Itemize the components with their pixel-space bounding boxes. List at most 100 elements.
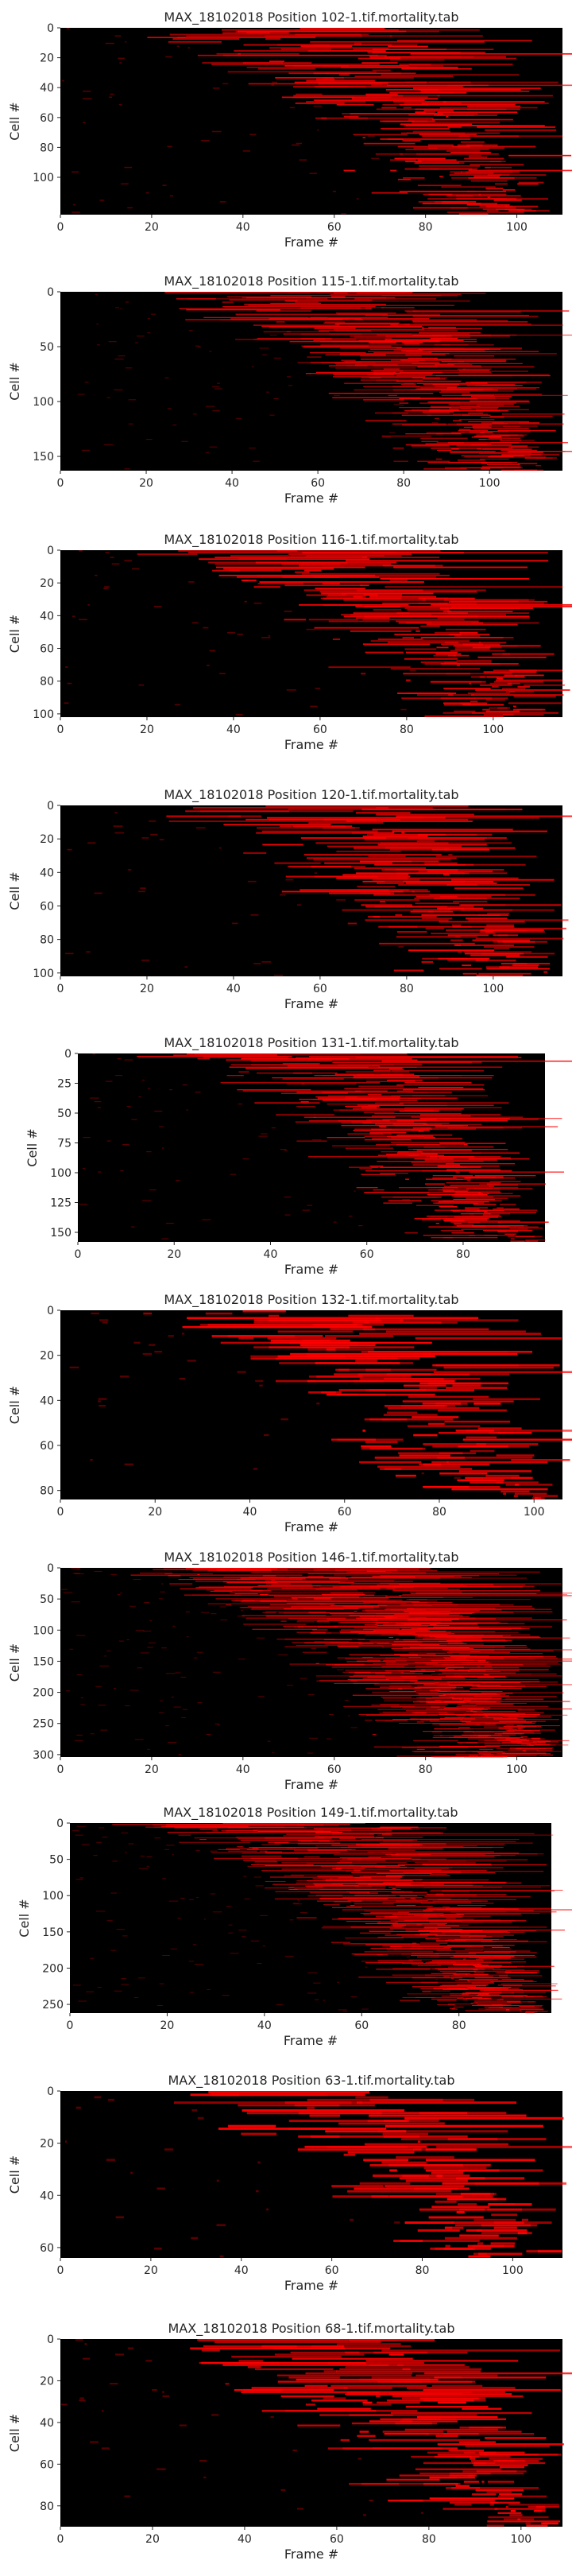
y-tick-label: 0 — [47, 800, 54, 813]
x-tick-label: 60 — [313, 983, 327, 995]
y-tick-label: 80 — [40, 934, 54, 947]
x-tick-label: 100 — [482, 983, 504, 995]
x-tick-label: 60 — [354, 2019, 369, 2032]
y-tick-label: 0 — [47, 545, 54, 557]
heatmap-cells — [64, 550, 572, 717]
x-tick-label: 0 — [57, 477, 64, 490]
x-tick-label: 20 — [167, 1248, 181, 1261]
heatmap-panel-9: MAX_18102018 Position 63-1.tif.mortality… — [7, 2073, 572, 2293]
y-tick-label: 60 — [40, 2458, 54, 2471]
x-tick-label: 80 — [419, 1763, 433, 1776]
x-tick-label: 0 — [75, 1248, 82, 1261]
y-tick-label: 100 — [33, 708, 54, 721]
y-tick-label: 150 — [33, 451, 54, 464]
chart-title: MAX_18102018 Position 68-1.tif.mortality… — [168, 2321, 455, 2337]
x-tick-label: 60 — [311, 477, 325, 490]
chart-title: MAX_18102018 Position 131-1.tif.mortalit… — [164, 1035, 458, 1051]
y-axis-label: Cell # — [7, 2155, 22, 2194]
x-tick-label: 60 — [313, 724, 327, 736]
y-tick-label: 20 — [40, 2138, 54, 2151]
heatmap-panel-6: MAX_18102018 Position 132-1.tif.mortalit… — [7, 1292, 572, 1534]
heatmap-panel-4: MAX_18102018 Position 120-1.tif.mortalit… — [7, 787, 572, 1011]
x-tick-label: 20 — [148, 1506, 162, 1519]
x-tick-label: 20 — [145, 1763, 159, 1776]
y-axis-label: Cell # — [7, 871, 22, 910]
x-tick-label: 20 — [139, 477, 153, 490]
y-tick-label: 25 — [57, 1078, 72, 1091]
x-axis-label: Frame # — [284, 2547, 338, 2562]
y-tick-label: 80 — [40, 142, 54, 154]
y-axis-label: Cell # — [7, 102, 22, 140]
y-tick-label: 75 — [57, 1138, 72, 1150]
y-tick-label: 50 — [57, 1108, 72, 1120]
chart-title: MAX_18102018 Position 120-1.tif.mortalit… — [164, 787, 458, 803]
y-tick-label: 250 — [42, 1999, 64, 2012]
x-axis-label: Frame # — [284, 2033, 338, 2048]
heatmap-cells — [72, 1823, 572, 2014]
x-tick-label: 40 — [226, 724, 241, 736]
y-tick-label: 80 — [40, 2500, 54, 2513]
x-tick-label: 60 — [330, 2533, 344, 2546]
y-tick-label: 50 — [49, 1854, 64, 1867]
y-tick-label: 200 — [42, 1962, 64, 1975]
x-tick-label: 60 — [325, 2264, 339, 2277]
y-tick-label: 100 — [33, 1624, 54, 1637]
y-tick-label: 250 — [33, 1718, 54, 1731]
y-tick-label: 50 — [40, 341, 54, 354]
y-tick-label: 80 — [40, 1485, 54, 1498]
y-tick-label: 300 — [33, 1749, 54, 1762]
heatmap-panel-3: MAX_18102018 Position 116-1.tif.mortalit… — [7, 532, 572, 752]
y-tick-label: 0 — [47, 22, 54, 35]
x-tick-label: 80 — [432, 1506, 446, 1519]
x-tick-label: 100 — [502, 2264, 524, 2277]
y-tick-label: 60 — [40, 900, 54, 913]
y-axis-label: Cell # — [7, 615, 22, 653]
x-tick-label: 80 — [422, 2533, 436, 2546]
y-axis-label: Cell # — [7, 1643, 22, 1682]
x-tick-label: 0 — [57, 1506, 64, 1519]
x-tick-label: 60 — [338, 1506, 352, 1519]
x-tick-label: 80 — [415, 2264, 430, 2277]
chart-title: MAX_18102018 Position 102-1.tif.mortalit… — [164, 10, 458, 25]
y-tick-label: 125 — [50, 1197, 72, 1210]
x-tick-label: 40 — [236, 1763, 250, 1776]
x-tick-label: 60 — [327, 1763, 342, 1776]
x-tick-label: 0 — [57, 724, 64, 736]
x-tick-label: 40 — [236, 221, 250, 234]
x-axis-label: Frame # — [284, 235, 338, 250]
y-tick-label: 0 — [47, 1562, 54, 1575]
x-tick-label: 0 — [57, 2264, 64, 2277]
y-axis-label: Cell # — [7, 2414, 22, 2452]
heatmap-panel-1: MAX_18102018 Position 102-1.tif.mortalit… — [7, 10, 572, 250]
y-tick-label: 50 — [40, 1593, 54, 1606]
heatmap-cells — [61, 2339, 572, 2527]
x-tick-label: 40 — [225, 477, 239, 490]
x-tick-label: 40 — [234, 2264, 249, 2277]
y-tick-label: 60 — [40, 643, 54, 656]
y-tick-label: 20 — [40, 52, 54, 65]
x-tick-label: 60 — [360, 1248, 374, 1261]
x-tick-label: 40 — [226, 983, 241, 995]
y-axis-label: Cell # — [17, 1899, 32, 1937]
y-axis-label: Cell # — [7, 362, 22, 400]
x-tick-label: 40 — [264, 1248, 278, 1261]
x-tick-label: 60 — [327, 221, 342, 234]
y-tick-label: 150 — [50, 1227, 72, 1240]
heatmap-panel-7: MAX_18102018 Position 146-1.tif.mortalit… — [7, 1550, 572, 1792]
y-tick-label: 40 — [40, 82, 54, 95]
y-tick-label: 40 — [40, 2190, 54, 2202]
chart-title: MAX_18102018 Position 63-1.tif.mortality… — [168, 2073, 455, 2089]
chart-title: MAX_18102018 Position 115-1.tif.mortalit… — [164, 274, 458, 289]
y-tick-label: 40 — [40, 610, 54, 623]
heatmap-cells — [61, 1568, 572, 1758]
y-tick-label: 60 — [40, 2242, 54, 2255]
x-tick-label: 80 — [419, 221, 433, 234]
y-tick-label: 40 — [40, 1395, 54, 1407]
x-tick-label: 100 — [510, 2533, 531, 2546]
x-axis-label: Frame # — [284, 1777, 338, 1792]
x-tick-label: 20 — [145, 221, 159, 234]
heatmap-panel-5: MAX_18102018 Position 131-1.tif.mortalit… — [25, 1035, 572, 1277]
heatmap-panel-8: MAX_18102018 Position 149-1.tif.mortalit… — [17, 1805, 572, 2048]
x-tick-label: 100 — [479, 477, 500, 490]
y-tick-label: 0 — [47, 1305, 54, 1317]
